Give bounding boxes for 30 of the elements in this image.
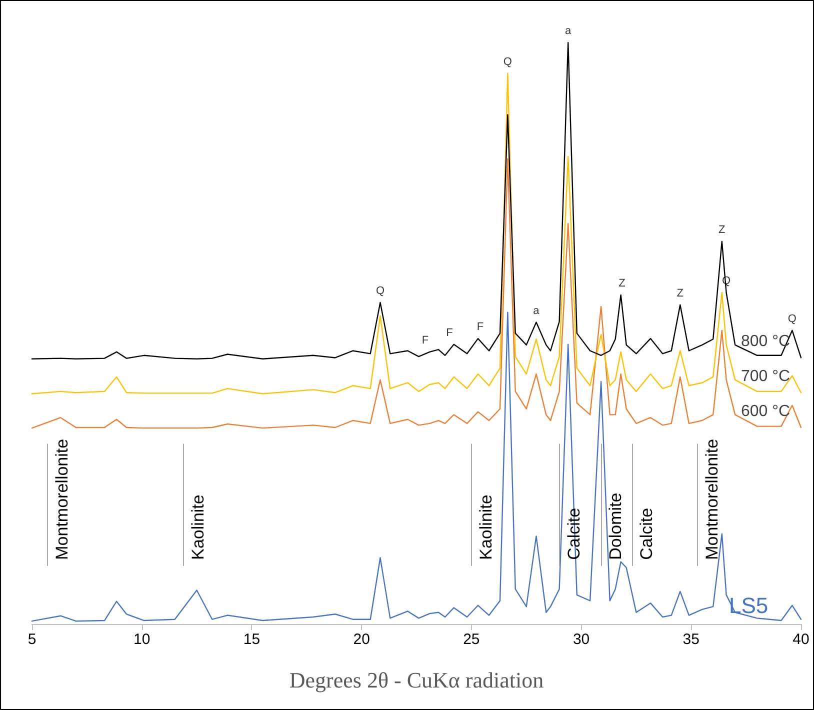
x-tick-label: 40 bbox=[792, 631, 810, 648]
x-tick-label: 15 bbox=[243, 631, 260, 648]
x-axis-title: Degrees 2θ - CuKα radiation bbox=[289, 668, 544, 692]
x-tick-label: 30 bbox=[572, 631, 590, 648]
annotation: F bbox=[476, 321, 484, 334]
annotation: Z bbox=[718, 224, 726, 236]
annotation: a bbox=[533, 304, 540, 317]
ref-line-label: Calcite bbox=[564, 508, 584, 560]
x-tick-label: 5 bbox=[28, 631, 36, 648]
annotation: Q bbox=[788, 312, 797, 325]
x-tick-label: 25 bbox=[463, 631, 480, 648]
ref-line-label: Kaolinite bbox=[476, 494, 496, 560]
annotation: Z bbox=[676, 287, 684, 300]
ref-line-label: Dolomite bbox=[606, 492, 626, 560]
annotation: Q bbox=[503, 56, 512, 68]
ref-line-label: Montmorellonite bbox=[702, 438, 722, 560]
annotation: Q bbox=[376, 285, 385, 297]
annotation: Z bbox=[618, 277, 626, 290]
ref-line-label: Calcite bbox=[636, 508, 656, 560]
series-label: LS5 bbox=[729, 592, 768, 618]
ref-line-label: Montmorellonite bbox=[52, 438, 72, 560]
series-label: 700 °C bbox=[741, 368, 790, 386]
annotation: F bbox=[446, 326, 454, 339]
x-tick-label: 35 bbox=[682, 631, 700, 648]
x-tick-label: 10 bbox=[134, 631, 150, 648]
ref-line-label: Kaolinite bbox=[188, 494, 208, 560]
annotation: F bbox=[422, 334, 429, 346]
series-label: 600 °C bbox=[741, 402, 790, 420]
annotation: a bbox=[565, 25, 572, 38]
x-tick-label: 20 bbox=[353, 631, 370, 648]
